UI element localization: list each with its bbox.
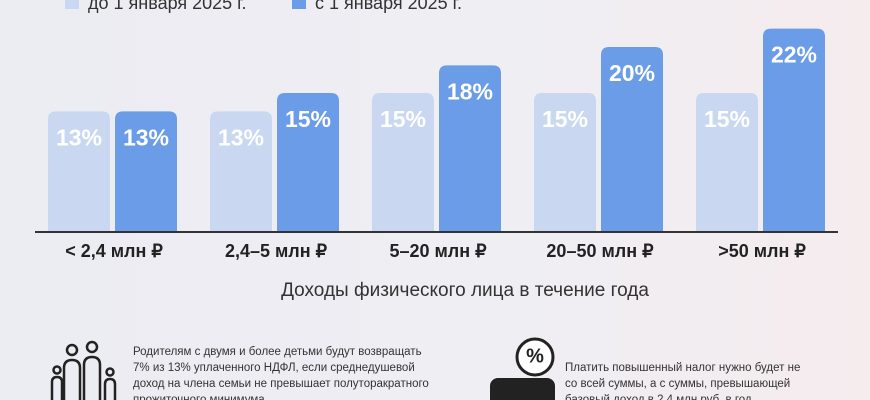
value-label: 15% [704, 106, 750, 132]
bar [48, 111, 110, 231]
x-tick-label: 20–50 млн ₽ [546, 241, 654, 261]
legend-label: до 1 января 2025 г. [88, 0, 247, 13]
bar [439, 65, 501, 232]
note-text: со всей суммы, а с суммы, превышающей [565, 378, 790, 390]
bar [372, 93, 434, 231]
legend-label: с 1 января 2025 г. [315, 0, 462, 13]
bar [696, 93, 758, 231]
note-text: базовый доход в 2,4 млн руб. в год [565, 394, 752, 400]
legend-swatch [65, 0, 79, 9]
bar [277, 93, 339, 231]
bar [534, 93, 596, 231]
value-label: 13% [218, 124, 264, 150]
note-text: 7% из 13% уплаченного НДФЛ, если среднед… [133, 362, 415, 374]
bar [210, 111, 272, 231]
value-label: 13% [123, 124, 169, 150]
value-label: 22% [771, 42, 817, 68]
value-label: 15% [285, 106, 331, 132]
x-tick-label: < 2,4 млн ₽ [65, 241, 163, 261]
x-tick-label: >50 млн ₽ [718, 241, 806, 261]
note-text: прожиточного минимума [133, 394, 265, 400]
family-icon [50, 340, 117, 400]
value-label: 13% [56, 124, 102, 150]
note-text: доход на члена семьи не превышает полуто… [133, 378, 429, 390]
bar [115, 111, 177, 231]
bar [763, 28, 825, 231]
legend-swatch [292, 0, 306, 9]
bar [601, 47, 663, 231]
value-label: 15% [380, 106, 426, 132]
x-axis-label: Доходы физического лица в течение года [281, 280, 649, 301]
note-text: Платить повышенный налог нужно будет не [565, 362, 800, 374]
x-tick-label: 5–20 млн ₽ [389, 241, 487, 261]
x-tick-label: 2,4–5 млн ₽ [225, 241, 328, 261]
percent-icon-label: % [526, 345, 544, 367]
percent-icon [490, 337, 555, 400]
note-text: Родителям с двумя и более детьми будут в… [133, 346, 422, 358]
value-label: 18% [447, 78, 493, 104]
value-label: 15% [542, 106, 588, 132]
value-label: 20% [609, 60, 655, 86]
